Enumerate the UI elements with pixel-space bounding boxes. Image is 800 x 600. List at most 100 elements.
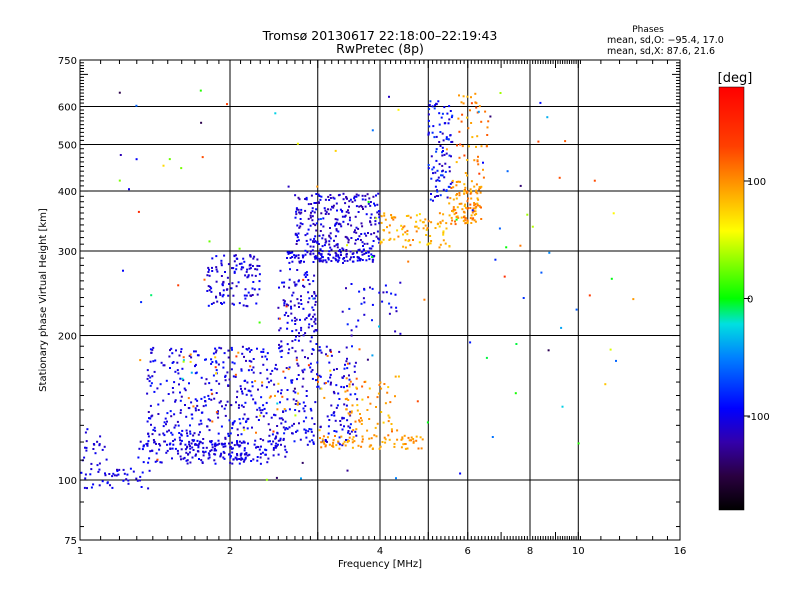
data-point [192,434,195,437]
data-point [201,411,204,414]
data-point [328,234,331,237]
data-point [336,218,339,221]
data-point [442,231,445,234]
data-point [470,197,473,200]
data-point [194,398,197,401]
data-point [302,371,305,374]
data-point [287,304,290,307]
data-point [238,418,241,421]
data-point [170,415,173,418]
data-point [259,462,262,465]
data-point [324,213,327,215]
data-point [455,197,458,200]
data-point [297,374,300,376]
data-point [142,461,145,464]
data-point [324,209,327,212]
data-point [218,382,221,385]
data-point [300,329,303,332]
data-point [443,176,446,179]
data-point [229,461,232,464]
data-point [463,183,466,186]
data-point [329,197,332,199]
data-point [363,232,366,235]
data-point [166,443,168,446]
data-point [252,257,255,260]
data-point [310,352,313,355]
data-point [338,222,341,225]
data-point [250,460,253,462]
data-point [303,285,306,288]
data-point [403,434,406,437]
data-point [312,280,315,283]
data-point [183,387,186,390]
data-point [304,318,307,321]
data-point [172,391,175,394]
data-point [298,260,301,263]
data-point [370,223,373,226]
data-point [286,398,289,401]
data-point [406,229,409,232]
data-point [210,398,213,401]
data-point [370,253,373,256]
data-point [295,255,298,258]
data-point [248,347,250,350]
data-point [343,259,346,262]
data-point [434,171,437,174]
data-point [302,307,305,310]
data-point [240,387,242,390]
data-point [377,192,380,195]
data-point [560,326,563,329]
data-point [451,114,454,117]
data-point [137,456,140,459]
data-point [361,225,364,228]
data-point [317,385,320,388]
data-point [252,281,255,283]
data-point [254,439,257,442]
data-point [200,397,203,400]
data-point [349,198,352,201]
data-point [283,300,286,303]
data-point [169,367,171,369]
data-point [309,253,312,256]
data-point [244,274,247,277]
data-point [268,434,271,437]
data-point [184,389,187,392]
data-point [312,442,315,445]
data-point [314,322,317,325]
data-point [304,209,307,212]
data-point [142,445,145,448]
data-point [206,425,209,428]
data-point [186,459,189,462]
data-point [609,348,612,351]
data-point [293,304,296,307]
data-point [429,198,432,201]
data-point [393,216,395,219]
data-point [316,361,319,364]
data-point [272,454,275,457]
data-point [287,368,290,371]
data-point [276,402,279,405]
data-point [227,385,230,387]
data-point [179,455,182,458]
data-point [148,469,151,472]
data-point [232,458,235,461]
data-point [358,257,361,260]
data-point [465,192,468,195]
data-point [255,431,257,434]
data-point [188,382,190,385]
data-point [462,216,465,219]
data-point [313,297,316,300]
data-point [304,198,307,200]
data-point [257,446,260,448]
data-point [177,424,180,427]
data-point [180,458,182,461]
data-point [257,419,260,421]
data-point [314,318,317,321]
data-point [250,349,253,351]
data-point [305,416,308,419]
data-point [294,284,297,287]
data-point [467,197,470,200]
data-point [343,367,346,370]
data-point [249,263,252,266]
data-point [299,222,302,225]
